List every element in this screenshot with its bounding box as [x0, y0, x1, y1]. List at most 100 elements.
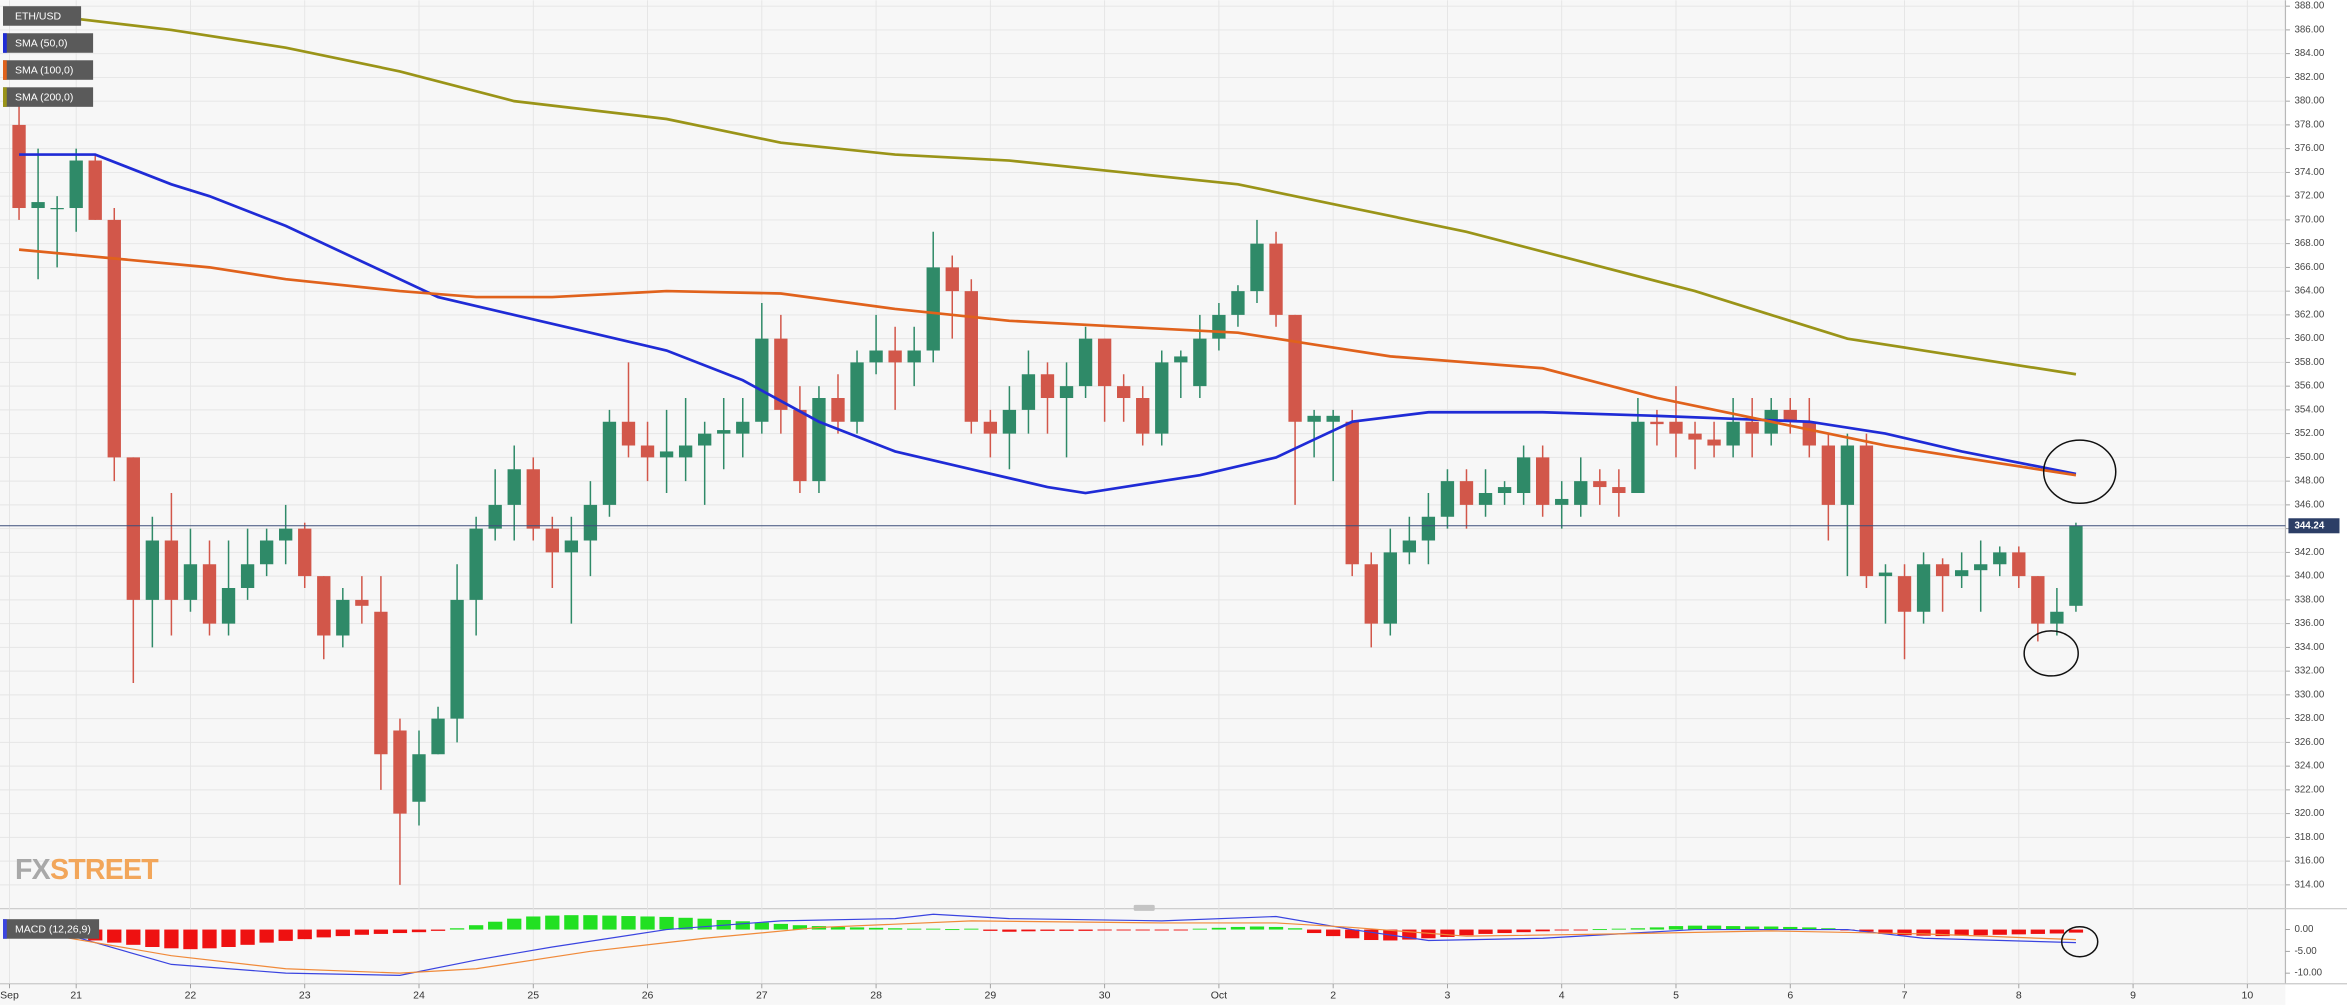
candle-body: [1155, 362, 1169, 434]
histogram-bar: [507, 918, 522, 930]
candle-body: [1612, 487, 1626, 494]
histogram-bar: [1154, 929, 1169, 931]
candle-body: [907, 350, 921, 363]
y-tick-label: 318.00: [2294, 832, 2324, 843]
histogram-bar: [964, 928, 979, 930]
y-tick-label: 322.00: [2294, 784, 2324, 795]
candle-body: [1631, 421, 1645, 494]
y-tick-label: 314.00: [2294, 879, 2324, 890]
candle-body: [1516, 457, 1531, 494]
histogram-bar: [1897, 929, 1912, 936]
histogram-bar: [1002, 929, 1017, 932]
pane-handle[interactable]: [1133, 904, 1155, 911]
y-tick-label: 378.00: [2294, 119, 2324, 130]
candle-body: [1002, 409, 1017, 434]
candle-body: [1021, 374, 1036, 410]
histogram-bar: [1935, 929, 1950, 937]
y-tick-label: 336.00: [2294, 618, 2324, 629]
y-tick-label: 386.00: [2294, 24, 2324, 35]
histogram-bar: [1459, 929, 1474, 936]
y-tick-label: 356.00: [2294, 381, 2324, 392]
annotation-circle: [2023, 630, 2079, 677]
candle-body: [659, 451, 674, 458]
legend-label: ETH/USD: [15, 11, 62, 23]
candle-body: [1212, 314, 1226, 339]
y-tick-label: 330.00: [2294, 689, 2324, 700]
y-tick-label: 388.00: [2294, 1, 2324, 12]
histogram-bar: [297, 929, 312, 940]
histogram-bar: [1725, 926, 1741, 930]
legend-box: [3, 6, 82, 26]
y-tick-label: 352.00: [2294, 428, 2324, 439]
candle-body: [678, 445, 693, 458]
y-tick-label: 342.00: [2294, 547, 2324, 558]
candle-body: [1307, 415, 1321, 422]
candle-body: [1459, 481, 1474, 505]
y-tick-label: 0.00: [2294, 924, 2314, 935]
histogram-bar: [621, 916, 636, 930]
candle-body: [1783, 409, 1797, 422]
y-tick-label: 328.00: [2294, 713, 2324, 724]
candle-body: [1974, 564, 1988, 571]
indicator-label: MACD (12,26,9): [3, 919, 100, 939]
candle-body: [2012, 552, 2026, 577]
candle-body: [50, 208, 64, 210]
y-tick-label: 316.00: [2294, 856, 2324, 867]
histogram-bar: [1649, 927, 1665, 930]
histogram-bar: [1478, 929, 1493, 934]
candle-body: [1364, 564, 1378, 624]
y-tick-label: 368.00: [2294, 238, 2324, 249]
histogram-bar: [583, 915, 598, 930]
x-tick-label: 21: [70, 990, 82, 1002]
histogram-bar: [983, 929, 998, 931]
histogram-bar: [1535, 929, 1550, 932]
candle-body: [1574, 481, 1588, 505]
legend-label: SMA (50,0): [15, 38, 68, 50]
histogram-bar: [1764, 926, 1779, 930]
candle-body: [259, 540, 274, 565]
candle-body: [1174, 356, 1188, 363]
y-tick-label: 324.00: [2294, 761, 2324, 772]
histogram-bar: [1116, 929, 1131, 931]
candle-body: [1593, 481, 1607, 488]
candle-body: [1536, 457, 1550, 505]
candle-body: [374, 611, 388, 755]
y-tick-label: 362.00: [2294, 309, 2324, 320]
histogram-bar: [2068, 929, 2084, 933]
histogram-bar: [1192, 928, 1207, 930]
histogram-bar: [2049, 929, 2065, 934]
histogram-bar: [868, 927, 884, 930]
candle-body: [1345, 421, 1359, 565]
x-tick-label: 2: [1330, 990, 1336, 1002]
histogram-bar: [678, 917, 693, 930]
histogram-bar: [1859, 929, 1874, 932]
candle-body: [640, 445, 655, 458]
histogram-bar: [945, 929, 960, 931]
candle-body: [1688, 433, 1702, 440]
y-tick-label: 372.00: [2294, 191, 2324, 202]
candle-body: [145, 540, 160, 600]
histogram-bar: [1573, 929, 1588, 931]
histogram-bar: [1878, 929, 1893, 934]
legend-box: [3, 33, 94, 53]
candle-body: [1916, 564, 1931, 612]
histogram-bar: [1687, 925, 1703, 930]
candle-body: [1993, 552, 2007, 565]
histogram-bar: [1668, 926, 1684, 930]
x-tick-label: 7: [1902, 990, 1908, 1002]
candle-body: [1954, 570, 1969, 577]
histogram-bar: [1954, 929, 1969, 936]
candle-body: [1383, 552, 1397, 624]
histogram-bar: [564, 915, 579, 930]
candle-body: [1117, 386, 1131, 399]
candle-body: [393, 730, 407, 814]
candle-body: [1440, 481, 1455, 517]
candle-body: [621, 421, 636, 446]
histogram-bar: [1287, 928, 1303, 930]
annotation-circle: [2042, 439, 2117, 505]
y-tick-label: 370.00: [2294, 214, 2324, 225]
candle-body: [717, 430, 731, 434]
x-tick-label: 29: [985, 990, 997, 1002]
histogram-bar: [1554, 929, 1569, 931]
